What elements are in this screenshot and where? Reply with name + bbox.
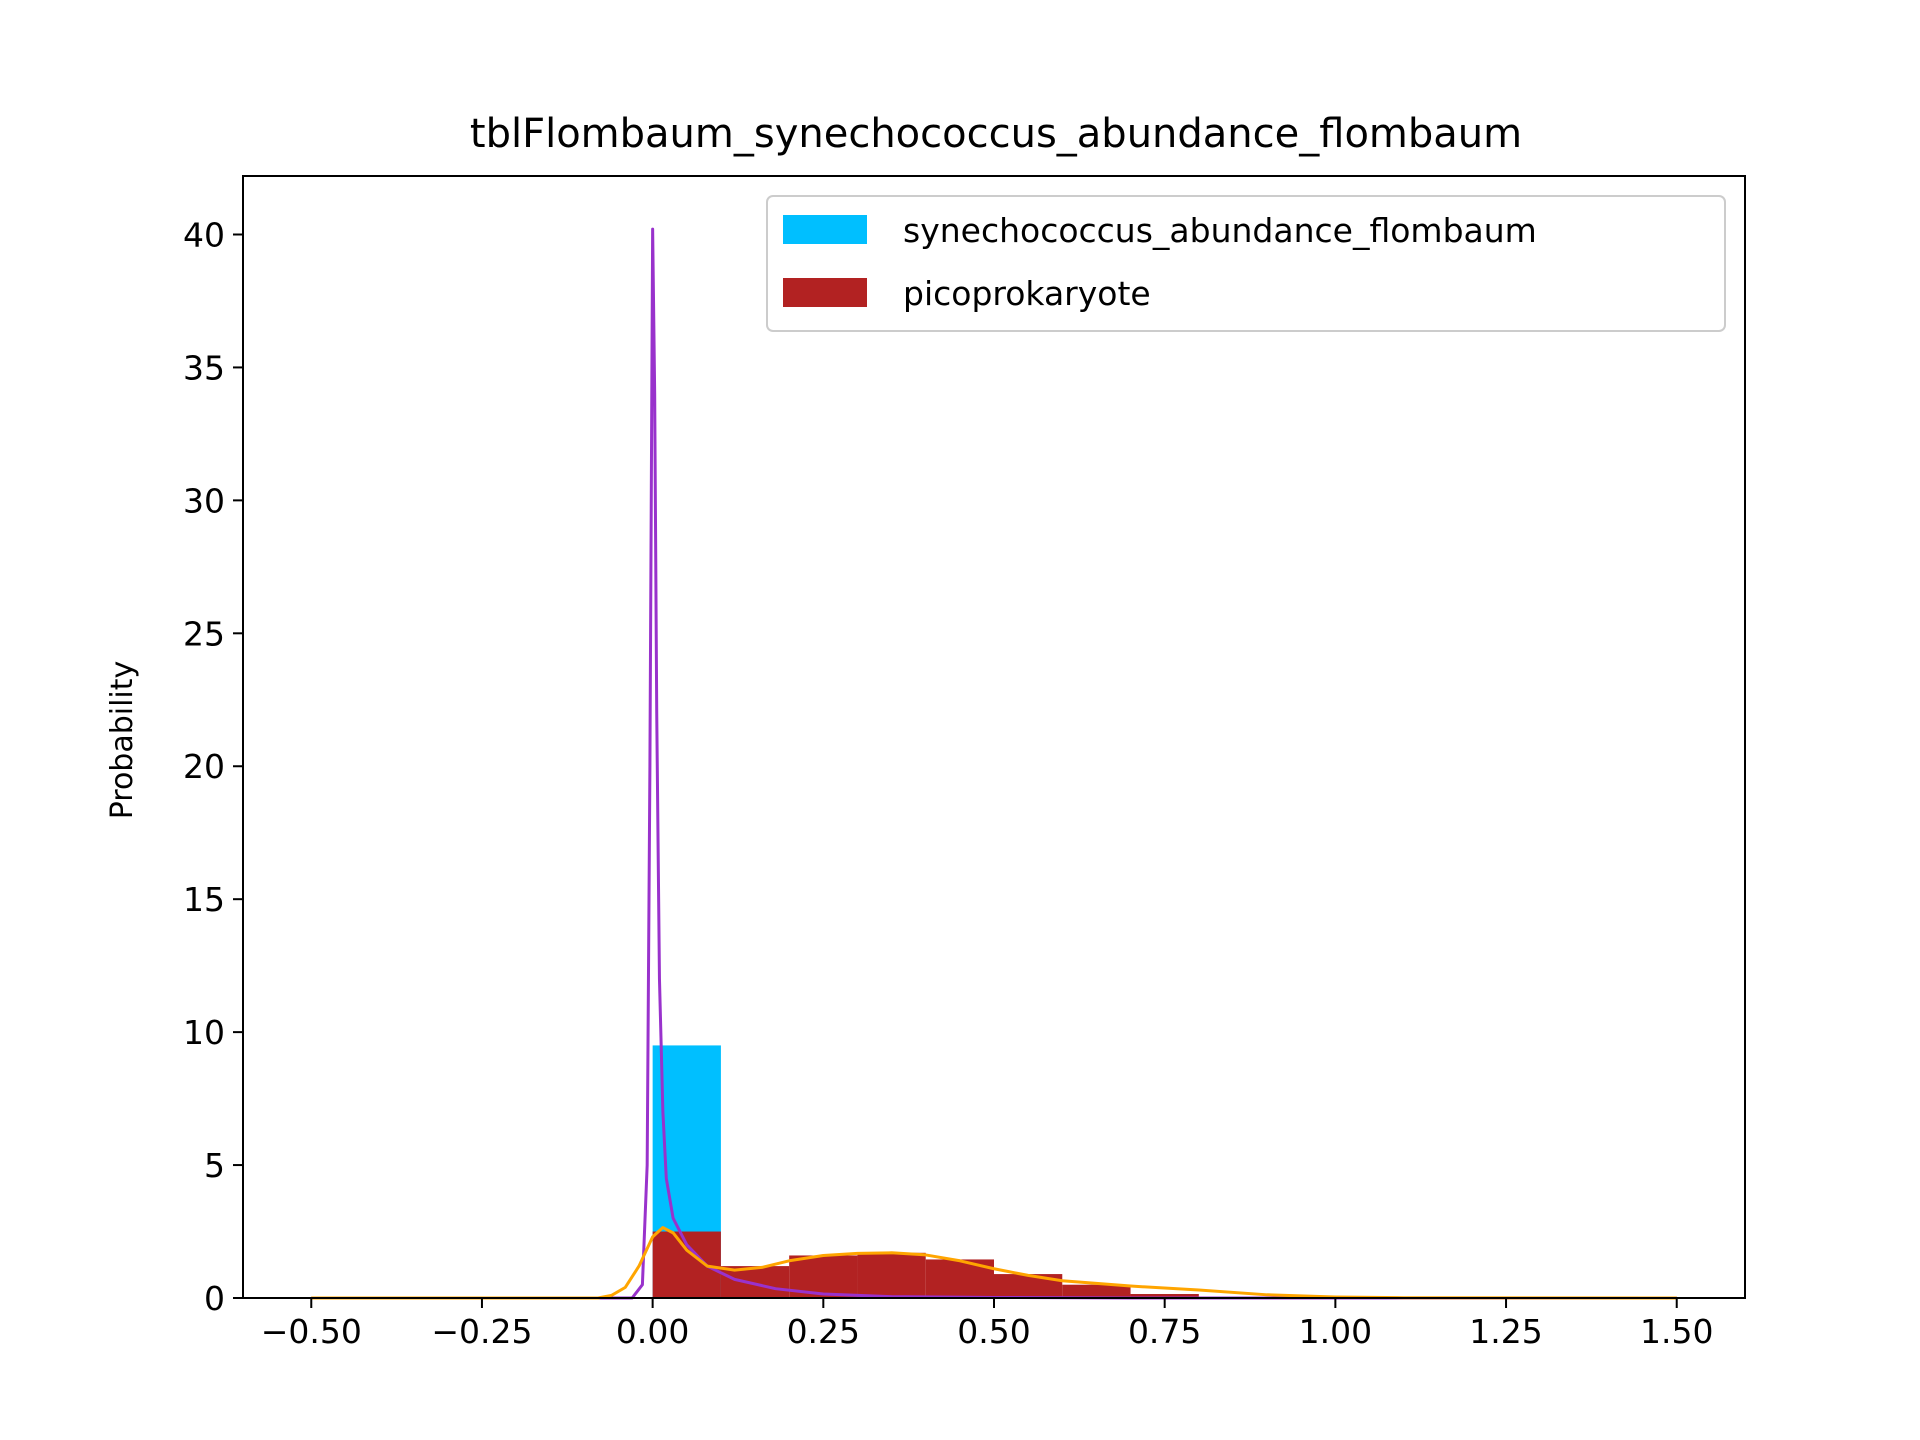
x-tick-label: 0.00	[616, 1312, 689, 1351]
y-tick-label: 35	[183, 348, 225, 387]
x-tick-label: 1.25	[1469, 1312, 1542, 1351]
y-tick-label: 25	[183, 614, 225, 653]
plot-area	[311, 227, 1677, 1300]
legend-box	[766, 195, 1726, 332]
histogram-bar-picoprokaryote	[1130, 1294, 1199, 1298]
x-tick-label: 1.00	[1299, 1312, 1372, 1351]
histogram-bar-picoprokaryote	[720, 1266, 790, 1298]
legend-swatch-picoprokaryote	[783, 278, 867, 307]
y-tick-label: 15	[183, 880, 225, 919]
x-tick-label: 0.25	[787, 1312, 860, 1351]
axes-frame	[242, 175, 1746, 1299]
legend-label-picoprokaryote: picoprokaryote	[903, 274, 1151, 313]
legend-swatch-synechococcus	[783, 215, 867, 244]
legend-label-synechococcus: synechococcus_abundance_flombaum	[903, 211, 1537, 250]
x-axis: −0.50 −0.25 0.00 0.25 0.50 0.75 1.00 1.25 1.50	[261, 1298, 1713, 1351]
histogram-bar-picoprokaryote	[857, 1252, 926, 1298]
density-curve-orange	[311, 1226, 1677, 1300]
x-tick-label: −0.25	[431, 1312, 532, 1351]
y-tick-label: 5	[204, 1146, 225, 1185]
x-tick-label: 1.50	[1640, 1312, 1713, 1351]
chart-title: tblFlombaum_synechococcus_abundance_flom…	[470, 111, 1522, 157]
y-tick-label: 10	[183, 1013, 225, 1052]
x-tick-label: 0.75	[1128, 1312, 1201, 1351]
histogram-bar-picoprokaryote	[994, 1274, 1063, 1298]
y-tick-label: 20	[183, 747, 225, 786]
y-axis: 0 5 10 15 20 25 30 35 40	[183, 215, 243, 1318]
histogram-bar-picoprokaryote	[1062, 1284, 1131, 1298]
y-tick-label: 0	[204, 1279, 225, 1318]
x-tick-label: −0.50	[261, 1312, 362, 1351]
density-curve-purple	[311, 227, 1677, 1300]
y-tick-label: 40	[183, 215, 225, 254]
histogram-bar-picoprokaryote	[652, 1231, 721, 1298]
legend: synechococcus_abundance_flombaum picopro…	[766, 195, 1726, 332]
x-tick-label: 0.50	[957, 1312, 1030, 1351]
y-tick-label: 30	[183, 481, 225, 520]
y-axis-label: Probability	[105, 661, 140, 820]
